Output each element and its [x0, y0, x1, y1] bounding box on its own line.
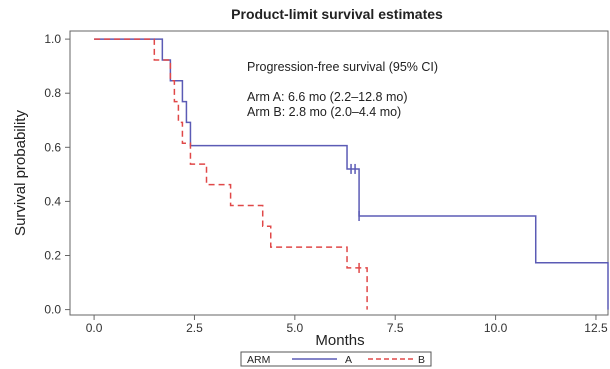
y-tick-label: 0.4 [44, 194, 61, 208]
x-tick-label: 5.0 [286, 321, 303, 335]
chart-title: Product-limit survival estimates [231, 6, 443, 22]
y-axis-ticks: 0.0 0.2 0.4 0.6 0.8 1.0 [44, 32, 70, 317]
y-tick-label: 0.0 [44, 303, 61, 317]
annotations: Progression-free survival (95% CI) Arm A… [247, 60, 438, 119]
series-a-line [94, 38, 609, 310]
x-tick-label: 10.0 [484, 321, 508, 335]
series-b-line [94, 38, 368, 310]
y-tick-label: 1.0 [44, 32, 61, 46]
x-axis-ticks: 0.0 2.5 5.0 7.5 10.0 12.5 [86, 315, 608, 335]
legend-label-b: B [418, 354, 425, 366]
y-tick-label: 0.6 [44, 140, 61, 154]
x-tick-label: 2.5 [186, 321, 203, 335]
x-tick-label: 0.0 [86, 321, 103, 335]
y-tick-label: 0.2 [44, 248, 61, 262]
legend-label-a: A [345, 354, 352, 366]
annotation-heading: Progression-free survival (95% CI) [247, 60, 438, 74]
x-axis-label: Months [315, 332, 364, 349]
legend: ARM A B [240, 351, 432, 367]
x-tick-label: 7.5 [387, 321, 404, 335]
annotation-arm-b: Arm B: 2.8 mo (2.0–4.4 mo) [247, 105, 401, 119]
annotation-arm-a: Arm A: 6.6 mo (2.2–12.8 mo) [247, 90, 408, 104]
x-tick-label: 12.5 [584, 321, 608, 335]
y-axis-label: Survival probability [12, 110, 29, 236]
y-tick-label: 0.8 [44, 86, 61, 100]
plot-frame [69, 30, 609, 316]
legend-title: ARM [247, 354, 270, 366]
series-layer [94, 38, 609, 310]
